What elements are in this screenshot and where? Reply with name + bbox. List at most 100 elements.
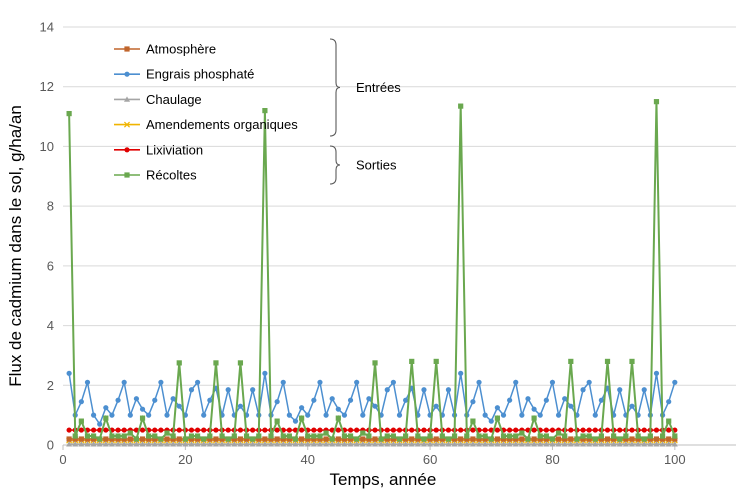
data-point <box>195 379 201 385</box>
data-point <box>323 430 329 436</box>
data-point <box>439 441 446 447</box>
data-point <box>225 436 231 442</box>
data-point <box>396 427 403 433</box>
data-point <box>653 441 660 447</box>
legend-marker <box>124 172 130 178</box>
data-point <box>366 433 372 439</box>
data-point <box>586 379 592 385</box>
data-point <box>305 436 311 442</box>
data-point <box>623 433 629 439</box>
data-point <box>562 396 568 402</box>
y-tick-label: 8 <box>47 199 54 214</box>
data-point <box>390 433 396 439</box>
data-point <box>488 436 494 442</box>
legend-marker <box>124 147 130 153</box>
data-point <box>311 427 317 433</box>
data-point <box>402 441 409 447</box>
data-point <box>102 441 109 447</box>
data-point <box>115 397 121 403</box>
data-point <box>152 397 158 403</box>
data-point <box>403 397 409 403</box>
data-point <box>390 427 396 433</box>
data-point <box>103 436 109 442</box>
data-point <box>653 427 660 433</box>
data-point <box>170 441 177 447</box>
data-point <box>518 441 525 447</box>
data-point <box>146 433 152 439</box>
data-point <box>262 427 268 433</box>
data-point <box>280 436 286 442</box>
data-point <box>299 405 305 411</box>
data-point <box>90 433 97 439</box>
data-point <box>659 433 666 439</box>
data-point <box>170 396 176 402</box>
data-point <box>494 441 501 447</box>
data-point <box>433 427 439 433</box>
legend-marker <box>124 71 130 77</box>
data-point <box>451 436 458 442</box>
legend-item: Atmosphère <box>114 42 216 57</box>
data-point <box>482 427 488 433</box>
data-point <box>139 415 146 421</box>
data-point <box>562 436 568 442</box>
data-point <box>439 436 445 442</box>
y-tick-label: 4 <box>47 318 54 333</box>
data-point <box>598 433 604 439</box>
data-point <box>580 436 586 442</box>
data-point <box>641 436 647 442</box>
data-point <box>341 412 348 418</box>
data-point <box>512 441 519 447</box>
data-point <box>243 441 250 447</box>
data-point <box>396 436 403 442</box>
data-point <box>176 427 182 433</box>
data-point <box>482 436 488 442</box>
legend-item: Récoltes <box>114 168 197 183</box>
data-point <box>231 441 238 447</box>
data-point <box>109 436 115 442</box>
data-point <box>311 433 317 439</box>
series-5 <box>66 99 678 442</box>
data-point <box>506 441 513 447</box>
data-point <box>213 427 219 433</box>
data-point <box>188 436 195 442</box>
data-point <box>121 433 127 439</box>
data-point <box>359 441 366 447</box>
data-point <box>335 436 341 442</box>
data-point <box>366 396 372 402</box>
data-point <box>170 433 176 439</box>
data-point <box>109 433 115 439</box>
data-point <box>261 441 268 447</box>
data-point <box>212 441 219 447</box>
x-tick-label: 40 <box>300 452 314 467</box>
data-point <box>225 387 231 393</box>
data-point <box>611 433 617 439</box>
data-point <box>647 433 653 439</box>
data-point <box>531 415 537 421</box>
data-point <box>567 441 574 447</box>
data-point <box>121 436 127 442</box>
data-point <box>451 433 458 439</box>
data-point <box>672 379 678 385</box>
data-point <box>305 412 311 418</box>
data-point <box>164 430 170 436</box>
data-point <box>482 433 488 439</box>
data-point <box>507 436 513 442</box>
data-point <box>672 436 678 442</box>
data-point <box>335 406 341 412</box>
data-point <box>84 441 91 447</box>
data-point <box>580 441 587 447</box>
data-point <box>647 441 654 447</box>
data-point <box>243 436 250 442</box>
data-point <box>586 433 592 439</box>
data-point <box>641 441 648 447</box>
data-point <box>476 433 482 439</box>
data-point <box>592 427 598 433</box>
data-point <box>201 412 207 418</box>
data-point <box>347 397 354 403</box>
data-point <box>574 436 580 442</box>
y-tick-label: 14 <box>40 20 54 35</box>
data-point <box>84 436 91 442</box>
data-point <box>384 441 391 447</box>
data-point <box>146 412 152 418</box>
data-point <box>96 441 103 447</box>
